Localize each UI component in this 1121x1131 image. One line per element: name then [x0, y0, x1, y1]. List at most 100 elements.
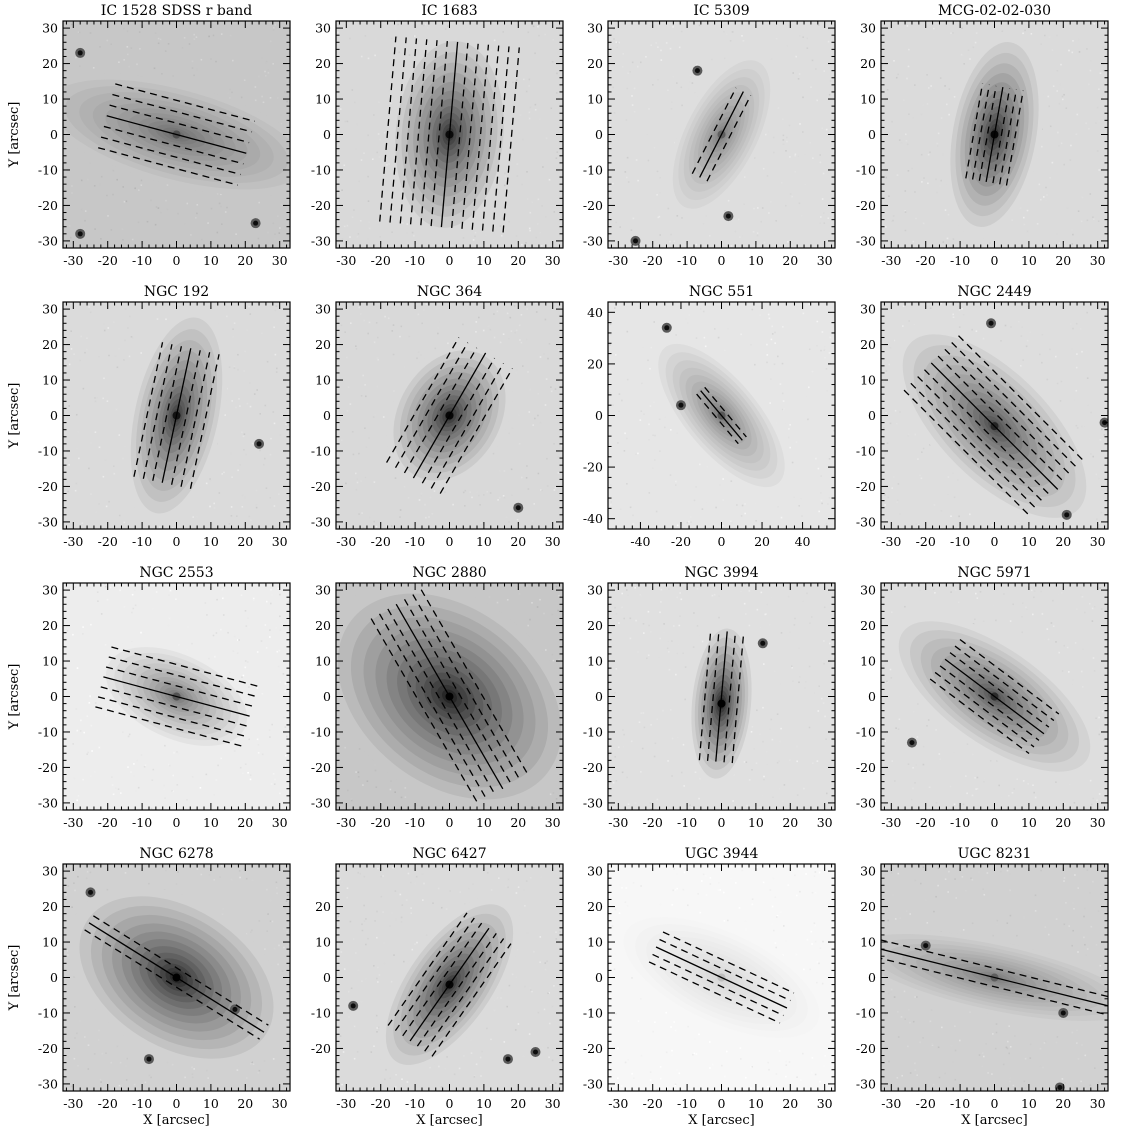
x-tick-label: 10 [203, 253, 219, 268]
x-tick-label: 10 [476, 1096, 492, 1111]
x-tick-label: 30 [1090, 815, 1106, 830]
y-tick-label: -20 [311, 760, 331, 775]
slit-major-axis [930, 362, 1059, 490]
x-tick-label: 30 [817, 1096, 833, 1111]
x-tick-label: 10 [476, 534, 492, 549]
slit-offset [100, 686, 248, 727]
y-axis-label: Y [arcsec] [7, 945, 22, 1012]
star-core [146, 1056, 152, 1062]
x-tick-label: 20 [782, 1096, 798, 1111]
x-tick-label: 0 [991, 1096, 999, 1111]
galaxy-image [608, 21, 835, 248]
y-tick-label: 10 [860, 373, 876, 388]
slit-offset [706, 630, 720, 761]
panel-7: -40 -20 0 20 40 -40 -20 0 20 40 NGC 551 [583, 284, 836, 549]
slit-offset [903, 389, 1031, 518]
x-tick-label: 40 [795, 534, 811, 549]
y-tick-label: 20 [587, 899, 603, 914]
star-core [725, 213, 731, 219]
star-core [664, 325, 670, 331]
x-tick-label: -30 [336, 534, 356, 549]
slit-offset [999, 89, 1018, 185]
x-tick-label: 20 [510, 1096, 526, 1111]
x-tick-label: 10 [1021, 815, 1037, 830]
slit-offset [399, 38, 418, 224]
x-tick-label: -10 [132, 253, 152, 268]
x-tick-label: 20 [782, 253, 798, 268]
x-tick-label: 20 [237, 534, 253, 549]
axis-ticks [63, 863, 290, 1092]
y-tick-label: -20 [38, 1041, 58, 1056]
x-tick-label: 20 [237, 815, 253, 830]
x-tick-label: 10 [476, 815, 492, 830]
x-tick-label: 0 [991, 815, 999, 830]
x-tick-label: -20 [916, 253, 936, 268]
panel-title: IC 1683 [421, 3, 477, 19]
slit-offset [949, 652, 1050, 728]
panel-5: -30 -20 -10 0 10 20 30 -30 -20 -10 0 10 20 30 NGC 192 Y… [7, 284, 291, 549]
x-tick-label: 20 [782, 815, 798, 830]
y-tick-label: 20 [860, 56, 876, 71]
y-tick-label: 10 [587, 92, 603, 107]
slit-offset [421, 357, 496, 484]
slit-positions [95, 646, 258, 747]
star-core [1057, 1084, 1063, 1090]
axis-ticks [63, 20, 290, 249]
y-tick-label: 0 [323, 127, 331, 142]
y-tick-label: 20 [860, 618, 876, 633]
star-core [505, 1056, 511, 1062]
x-tick-label: 0 [446, 534, 454, 549]
y-tick-label: 20 [587, 618, 603, 633]
slit-major-axis [103, 676, 250, 717]
x-tick-label: 10 [476, 253, 492, 268]
slit-offset [416, 933, 497, 1047]
slit-positions [379, 36, 520, 233]
slit-offset [723, 632, 737, 763]
y-tick-label: 30 [315, 583, 331, 598]
x-tick-label: -30 [881, 534, 901, 549]
x-tick-label: 20 [754, 534, 770, 549]
x-tick-label: 0 [718, 253, 726, 268]
x-tick-label: -10 [132, 815, 152, 830]
y-tick-label: 10 [315, 654, 331, 669]
x-tick-label: 10 [203, 1096, 219, 1111]
y-tick-label: -10 [311, 1005, 331, 1020]
x-tick-label: 0 [446, 253, 454, 268]
slit-offset [992, 88, 1011, 184]
slit-offset [180, 352, 211, 487]
x-tick-label: 20 [1055, 815, 1071, 830]
y-tick-label: -30 [856, 233, 876, 248]
x-tick-label: 10 [1021, 253, 1037, 268]
star-core [532, 1049, 538, 1055]
slit-offset [394, 917, 475, 1032]
x-tick-label: 0 [173, 534, 181, 549]
x-tick-label: -10 [950, 1096, 970, 1111]
axis-ticks [63, 301, 290, 530]
galaxy-image [63, 21, 290, 248]
slit-offset [152, 346, 183, 481]
y-tick-label: 0 [50, 408, 58, 423]
slit-offset [704, 386, 747, 438]
slit-offset [98, 147, 238, 186]
slit-positions [696, 386, 747, 445]
star-core [1064, 512, 1070, 518]
slit-positions [98, 83, 255, 186]
x-tick-label: -10 [950, 534, 970, 549]
x-tick-label: 30 [1090, 1096, 1106, 1111]
y-tick-label: -30 [856, 1076, 876, 1091]
slit-offset [109, 104, 250, 144]
slit-offset [978, 85, 997, 181]
y-tick-label: 20 [315, 899, 331, 914]
galaxy-image [63, 583, 290, 810]
panel-title: NGC 192 [144, 284, 209, 300]
axis-ticks [881, 582, 1108, 811]
y-tick-label: 30 [860, 302, 876, 317]
panel-9: -30 -20 -10 0 10 20 30 -30 -20 -10 0 10 20 30 NGC 2553… [7, 565, 291, 830]
axis-ticks [336, 863, 563, 1092]
y-tick-label: -20 [311, 1041, 331, 1056]
x-tick-label: -20 [371, 1096, 391, 1111]
y-tick-label: 0 [323, 408, 331, 423]
y-tick-label: 40 [587, 305, 603, 320]
slit-offset [189, 354, 220, 489]
